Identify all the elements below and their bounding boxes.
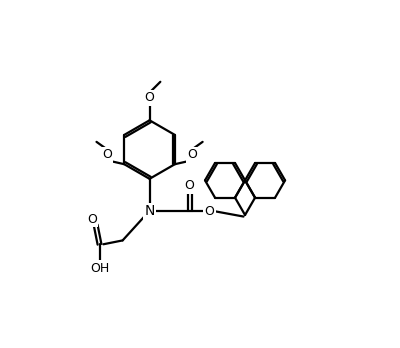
Text: O: O [145, 92, 154, 104]
Text: O: O [187, 149, 197, 161]
Text: O: O [205, 205, 214, 218]
Text: O: O [185, 179, 194, 192]
Text: O: O [102, 149, 112, 161]
Text: OH: OH [90, 262, 109, 275]
Text: O: O [87, 213, 97, 226]
Text: N: N [144, 204, 155, 218]
